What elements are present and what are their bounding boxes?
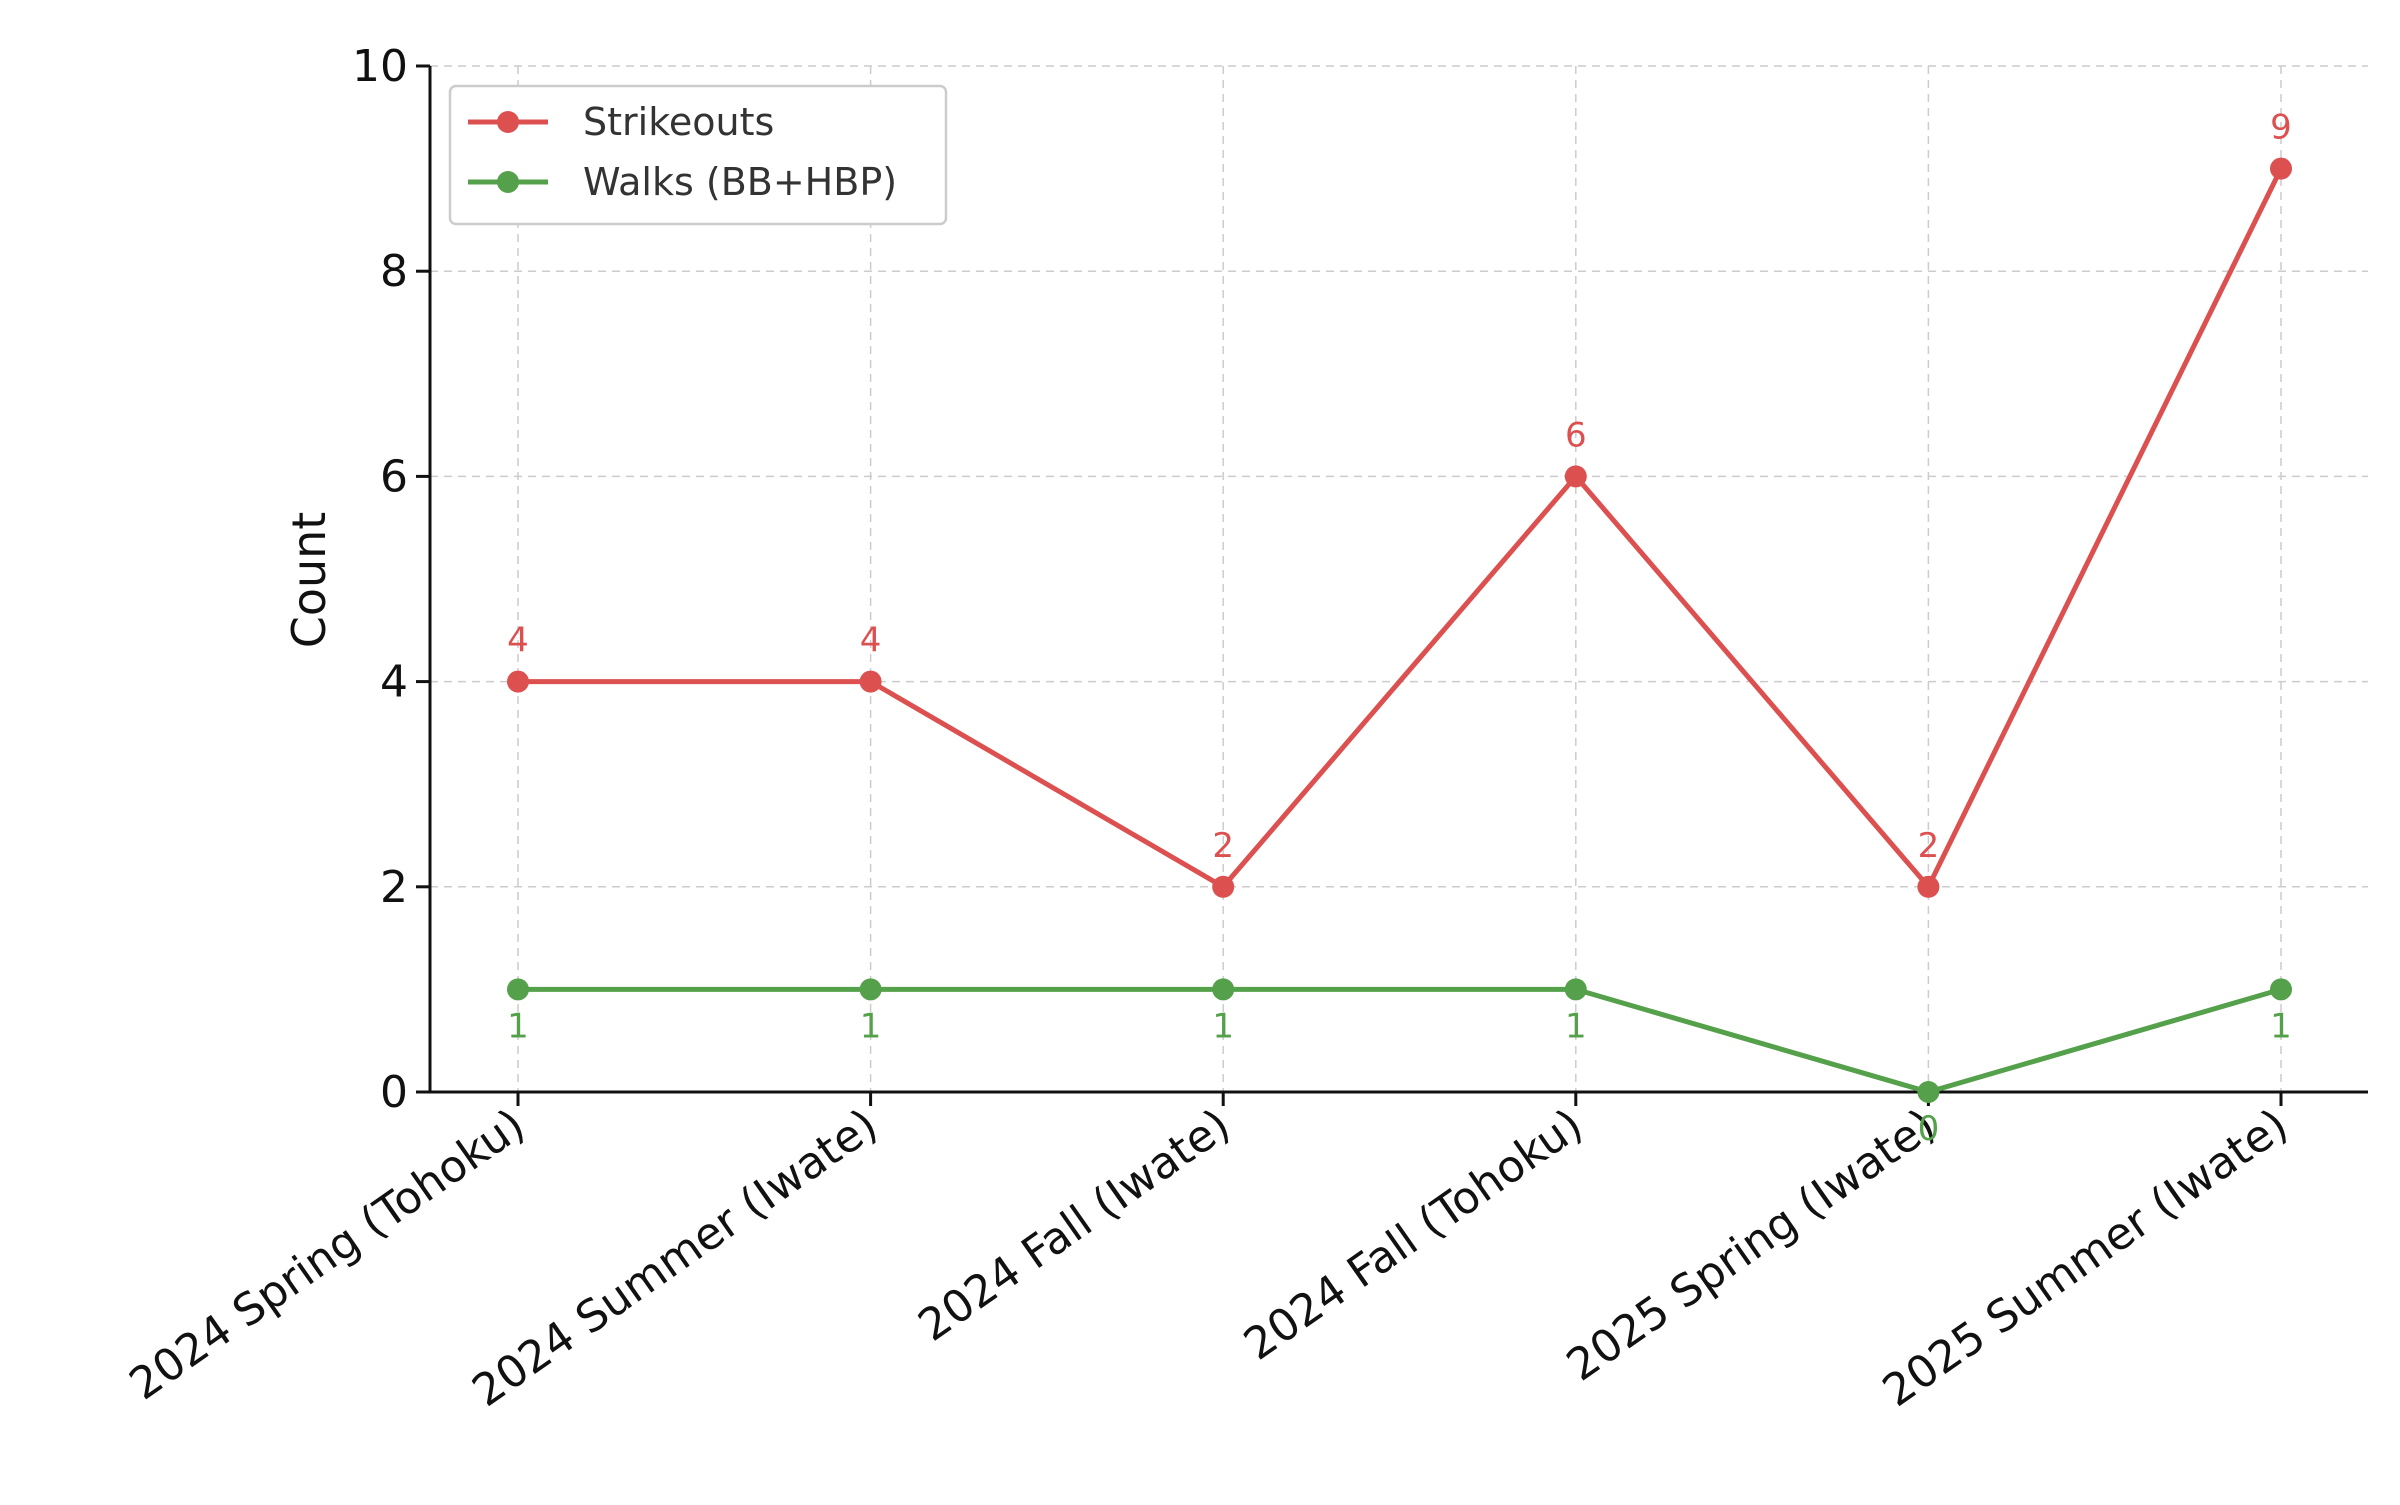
legend-label-walks: Walks (BB+HBP) (583, 160, 897, 204)
x-tick-label: 2025 Spring (Iwate) (1558, 1099, 1945, 1391)
y-tick-label: 2 (380, 862, 408, 913)
y-tick-label: 6 (380, 451, 408, 502)
y-tick-label: 8 (380, 246, 408, 297)
walks-point (1917, 1081, 1940, 1103)
strikeouts-point (1564, 465, 1587, 488)
legend: Strikeouts Walks (BB+HBP) (448, 84, 948, 226)
strikeouts-data-label: 6 (1565, 415, 1587, 455)
walks-data-label: 1 (1565, 1006, 1587, 1046)
strikeouts-data-label: 9 (2270, 108, 2292, 148)
legend-box (448, 84, 948, 226)
strikeouts-data-label: 2 (1212, 826, 1234, 866)
walks-data-label: 1 (507, 1006, 529, 1046)
strikeouts-point (859, 670, 882, 693)
legend-marker-walks (497, 171, 519, 193)
x-tick-label: 2024 Summer (Iwate) (463, 1099, 886, 1417)
y-tick-label: 4 (380, 657, 408, 708)
strikeouts-data-label: 2 (1918, 826, 1940, 866)
strikeouts-line (518, 167, 2284, 890)
walks-point (1564, 978, 1587, 1001)
strikeouts-data-label: 4 (507, 621, 529, 661)
strikeouts-point (1212, 875, 1235, 898)
series (507, 157, 2292, 1103)
walks-point (507, 978, 529, 1001)
data-labels: 4 4 2 6 2 9 1 1 1 1 0 1 (507, 108, 2292, 1149)
strikeouts-point (2270, 157, 2292, 180)
walks-point (1212, 978, 1235, 1001)
legend-marker-strikeouts (497, 111, 519, 133)
y-tick-label: 10 (352, 41, 408, 92)
walks-data-label: 1 (1212, 1006, 1234, 1046)
walks-data-label: 1 (860, 1006, 882, 1046)
walks-data-label: 0 (1918, 1109, 1940, 1149)
legend-label-strikeouts: Strikeouts (583, 100, 774, 144)
walks-line (518, 986, 2282, 1095)
x-tick-label: 2024 Fall (Iwate) (909, 1099, 1239, 1351)
strikeouts-point (1917, 875, 1940, 898)
walks-point (859, 978, 882, 1001)
strikeouts-data-label: 4 (860, 621, 882, 661)
x-tick-label: 2024 Fall (Tohoku) (1235, 1099, 1592, 1370)
walks-data-label: 1 (2270, 1006, 2292, 1046)
strikeouts-point (507, 670, 529, 693)
walks-point (2270, 978, 2292, 1001)
y-tick-label: 0 (380, 1067, 408, 1118)
y-axis-label: Count (282, 512, 336, 649)
x-tick-label: 2024 Spring (Tohoku) (121, 1099, 535, 1410)
